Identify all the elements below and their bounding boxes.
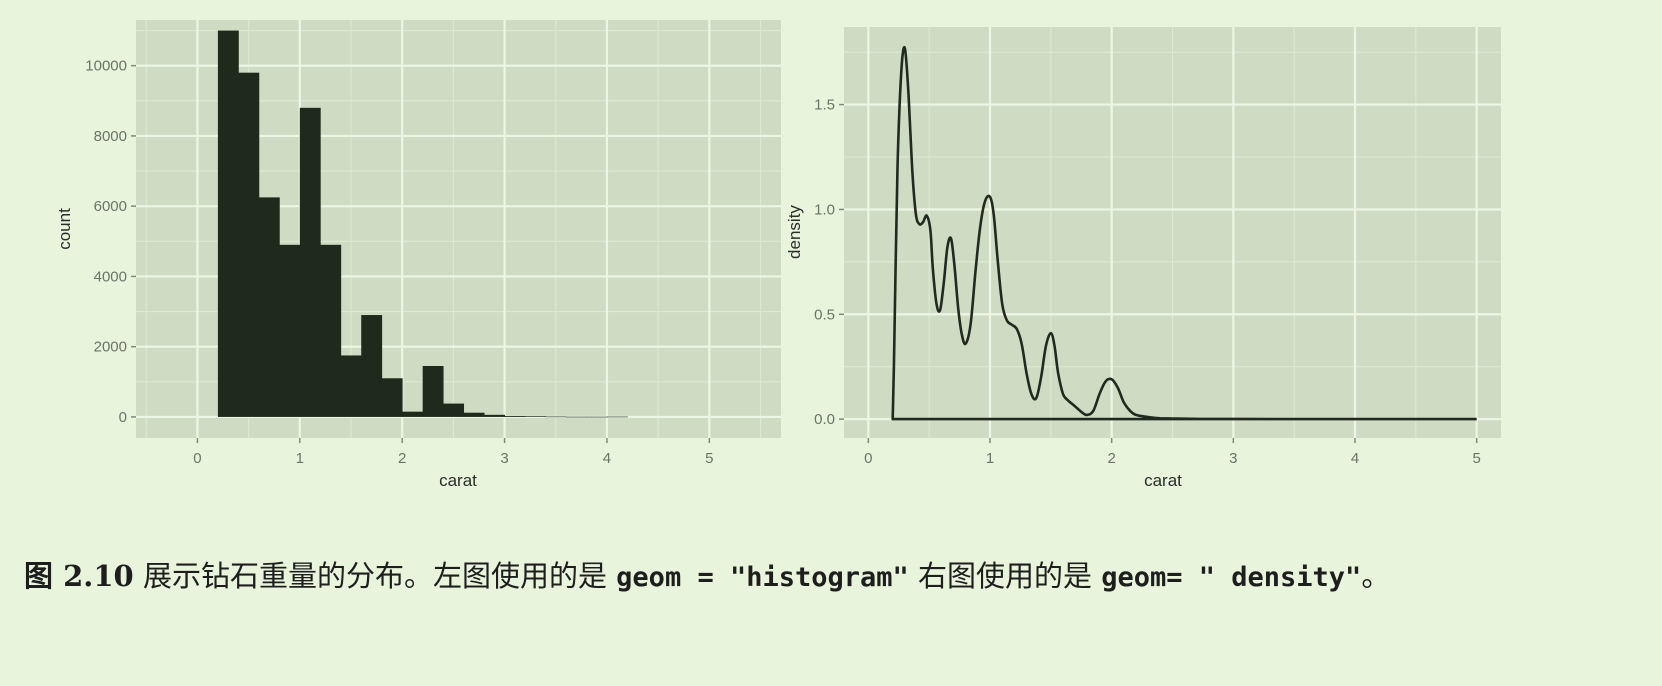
histogram-bar <box>258 197 280 417</box>
right-x-tick-label: 2 <box>1107 450 1115 467</box>
histogram-bar <box>340 355 362 417</box>
histogram-chart: 0 1 2 3 4 5 0 2000 4000 6000 8000 10000 carat coun… <box>55 20 781 490</box>
histogram-bar <box>299 107 321 417</box>
density-x-ticks: 0 1 2 3 4 5 <box>864 438 1481 467</box>
histogram-x-ticks: 0 1 2 3 4 5 <box>193 438 714 467</box>
histogram-bar <box>422 365 444 417</box>
histogram-bar <box>504 416 526 417</box>
left-x-tick-label: 3 <box>500 450 508 467</box>
left-x-tick-label: 2 <box>398 450 406 467</box>
histogram-bar <box>402 411 424 417</box>
histogram-bar <box>525 416 546 417</box>
histogram-bar <box>217 30 239 417</box>
caption-text-1: 展示钻石重量的分布。左图使用的是 <box>133 559 617 593</box>
right-x-tick-label: 4 <box>1351 450 1359 467</box>
left-y-tick-label: 0 <box>119 409 127 426</box>
left-y-tick-label: 4000 <box>94 268 127 285</box>
histogram-bars <box>217 30 628 418</box>
caption-text-2: 右图使用的是 <box>908 559 1102 593</box>
density-y-axis-title: density <box>785 205 804 259</box>
left-x-tick-label: 4 <box>603 450 611 467</box>
figure-caption: 图 2.10 展示钻石重量的分布。左图使用的是 geom = "histogra… <box>24 548 1644 606</box>
right-x-tick-label: 3 <box>1229 450 1237 467</box>
right-x-tick-label: 5 <box>1472 450 1480 467</box>
histogram-y-axis-title: count <box>55 208 74 250</box>
left-x-tick-label: 5 <box>705 450 713 467</box>
histogram-bar <box>443 403 465 417</box>
histogram-bar <box>606 416 628 418</box>
density-gridlines <box>844 27 1501 438</box>
histogram-bar <box>484 414 505 417</box>
histogram-bar <box>586 416 608 418</box>
left-x-tick-label: 0 <box>193 450 201 467</box>
left-y-tick-label: 8000 <box>94 128 127 145</box>
left-y-tick-label: 6000 <box>94 198 127 215</box>
histogram-bar <box>238 72 260 417</box>
histogram-bar <box>545 416 567 418</box>
caption-text-3: 。 <box>1361 559 1391 593</box>
density-y-ticks: 0.0 0.5 1.0 1.5 <box>814 97 844 428</box>
density-curve <box>891 45 1477 421</box>
histogram-bar <box>320 244 342 417</box>
histogram-bar <box>361 315 383 417</box>
left-y-tick-label: 10000 <box>85 58 127 75</box>
right-x-tick-label: 1 <box>986 450 994 467</box>
right-y-tick-label: 1.5 <box>814 97 835 114</box>
histogram-bar <box>463 412 485 417</box>
density-x-axis-title: carat <box>1144 471 1182 490</box>
figure-label: 图 2.10 <box>24 559 134 593</box>
caption-code-density: geom= " density" <box>1101 562 1362 593</box>
right-y-tick-label: 0.0 <box>814 411 835 428</box>
histogram-bar <box>279 244 301 417</box>
histogram-x-axis-title: carat <box>439 471 477 490</box>
right-y-tick-label: 1.0 <box>814 201 835 218</box>
left-y-tick-label: 2000 <box>94 339 127 356</box>
right-y-tick-label: 0.5 <box>814 306 835 323</box>
histogram-y-ticks: 0 2000 4000 6000 8000 10000 <box>85 58 136 426</box>
right-x-tick-label: 0 <box>864 450 872 467</box>
histogram-bar <box>381 378 403 417</box>
density-chart: 0 1 2 3 4 5 0.0 0.5 1.0 1.5 carat density <box>785 27 1501 490</box>
histogram-bar <box>566 416 587 418</box>
caption-code-histogram: geom = "histogram" <box>616 562 909 593</box>
left-x-tick-label: 1 <box>296 450 304 467</box>
